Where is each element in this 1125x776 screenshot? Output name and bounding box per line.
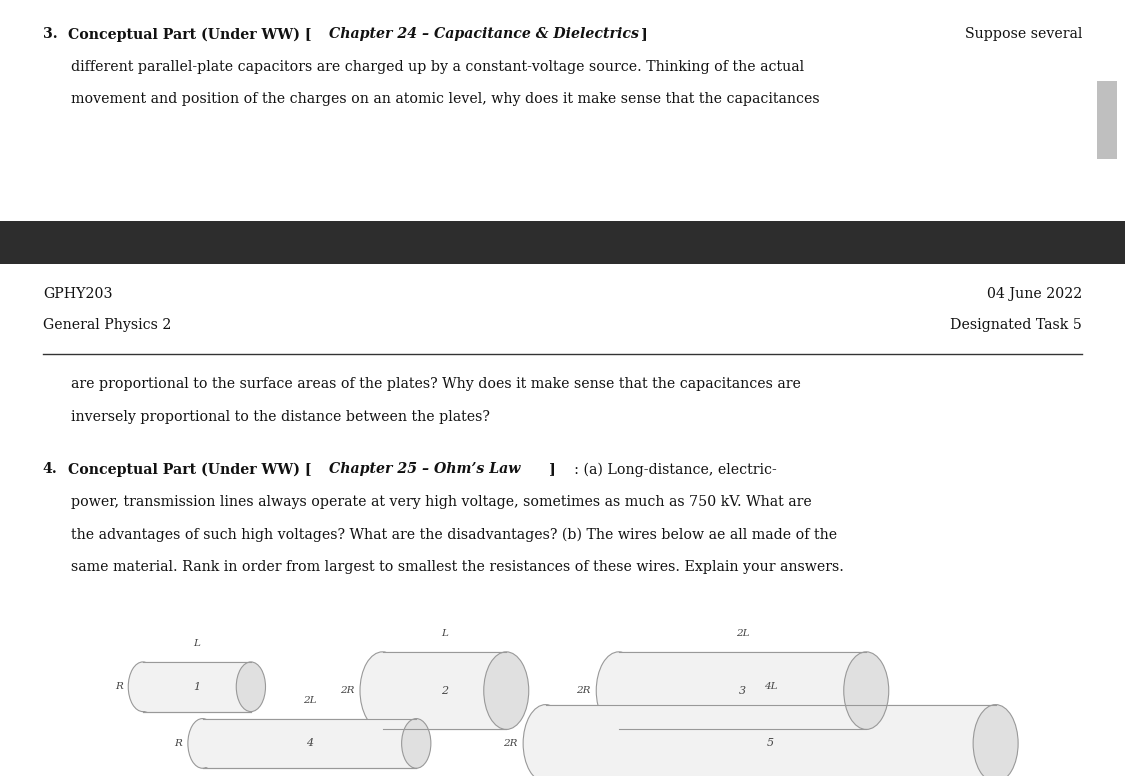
Text: ]: ] [641, 27, 648, 41]
Text: different parallel-plate capacitors are charged up by a constant-voltage source.: different parallel-plate capacitors are … [71, 60, 804, 74]
Text: 4.: 4. [43, 462, 57, 476]
Text: R: R [174, 739, 182, 748]
Bar [0, 221, 1125, 264]
Bar [382, 652, 506, 729]
Text: the advantages of such high voltages? What are the disadvantages? (b) The wires : the advantages of such high voltages? Wh… [71, 528, 837, 542]
Ellipse shape [360, 652, 405, 729]
Text: 2R: 2R [340, 686, 354, 695]
Text: 4L: 4L [764, 681, 777, 691]
Bar [619, 652, 866, 729]
Bar [143, 662, 251, 712]
Text: L: L [441, 629, 448, 638]
Text: Chapter 24 – Capacitance & Dielectrics: Chapter 24 – Capacitance & Dielectrics [328, 27, 639, 41]
Text: General Physics 2: General Physics 2 [43, 318, 171, 332]
Text: 3: 3 [739, 686, 746, 695]
Text: Designated Task 5: Designated Task 5 [951, 318, 1082, 332]
Ellipse shape [523, 705, 568, 776]
Bar [619, 653, 866, 729]
Text: 4: 4 [306, 739, 313, 748]
Ellipse shape [844, 652, 889, 729]
Text: 04 June 2022: 04 June 2022 [987, 287, 1082, 301]
Text: GPHY203: GPHY203 [43, 287, 113, 301]
Ellipse shape [596, 652, 641, 729]
Text: movement and position of the charges on an atomic level, why does it make sense : movement and position of the charges on … [71, 92, 819, 106]
Bar [0, 0, 1125, 221]
Text: 1: 1 [193, 682, 200, 691]
Text: inversely proportional to the distance between the plates?: inversely proportional to the distance b… [71, 410, 489, 424]
Bar [546, 705, 996, 776]
Text: Chapter 25 – Ohm’s Law: Chapter 25 – Ohm’s Law [328, 462, 520, 476]
Text: 2: 2 [441, 686, 448, 695]
Bar [202, 719, 416, 767]
Ellipse shape [484, 652, 529, 729]
Text: 2L: 2L [736, 629, 749, 638]
Ellipse shape [973, 705, 1018, 776]
Bar [0, 264, 1125, 776]
Text: 2R: 2R [503, 739, 518, 748]
Text: R: R [115, 682, 123, 691]
Text: 3.: 3. [43, 27, 57, 41]
Text: same material. Rank in order from largest to smallest the resistances of these w: same material. Rank in order from larges… [71, 560, 844, 574]
Text: L: L [193, 639, 200, 648]
Bar [1097, 81, 1117, 159]
Bar [143, 663, 251, 711]
Bar [202, 719, 416, 768]
Text: : (a) Long-distance, electric-: : (a) Long-distance, electric- [560, 462, 777, 477]
Text: 2R: 2R [576, 686, 591, 695]
Text: power, transmission lines always operate at very high voltage, sometimes as much: power, transmission lines always operate… [71, 495, 811, 509]
Text: are proportional to the surface areas of the plates? Why does it make sense that: are proportional to the surface areas of… [71, 377, 801, 391]
Bar [546, 705, 996, 776]
Ellipse shape [236, 662, 266, 712]
Bar [382, 653, 506, 729]
Ellipse shape [128, 662, 158, 712]
Text: ]: ] [549, 462, 556, 476]
Text: Conceptual Part (Under WW) [: Conceptual Part (Under WW) [ [68, 27, 312, 42]
Text: 5: 5 [767, 739, 774, 748]
Ellipse shape [188, 719, 217, 768]
Text: 2L: 2L [303, 695, 316, 705]
Text: Suppose several: Suppose several [965, 27, 1082, 41]
Ellipse shape [402, 719, 431, 768]
Text: Conceptual Part (Under WW) [: Conceptual Part (Under WW) [ [68, 462, 312, 477]
